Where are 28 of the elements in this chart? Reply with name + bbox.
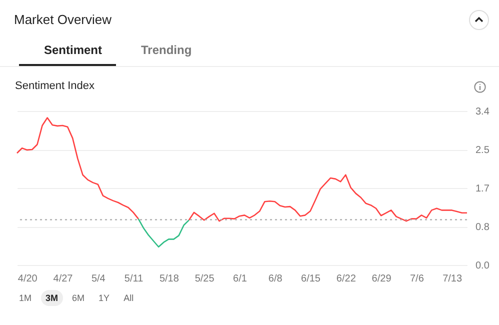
x-tick-label: 6/29: [372, 274, 392, 284]
x-tick-label: 5/4: [91, 274, 106, 284]
y-tick-label: 0.0: [476, 260, 490, 272]
line-series: [138, 218, 190, 248]
text: 1M: [18, 292, 33, 305]
text: Trending: [141, 43, 192, 57]
x-tick-label: 7/13: [442, 274, 462, 284]
x-tick-label: 6/8: [268, 274, 283, 284]
x-tick-label: 4/20: [18, 274, 38, 284]
y-tick-label: 0.8: [476, 222, 490, 233]
x-tick-label: 7/6: [410, 274, 424, 284]
text: Sentiment: [44, 43, 102, 57]
text: 1Y: [98, 292, 111, 305]
text: All: [122, 292, 135, 305]
text: 3M: [40, 290, 64, 306]
text: 6M: [71, 292, 86, 305]
y-tick-label: 2.5: [476, 145, 490, 156]
x-tick-label: 4/27: [53, 274, 74, 284]
text: Market Overview: [14, 12, 112, 27]
x-tick-label: 5/11: [124, 274, 144, 284]
x-tick-label: 5/25: [194, 274, 215, 284]
x-tick-label: 6/1: [233, 274, 248, 284]
x-tick-label: 5/18: [159, 274, 180, 284]
y-tick-label: 1.7: [476, 184, 490, 194]
chart-title: Sentiment Index: [15, 80, 94, 92]
x-tick-label: 6/15: [301, 274, 321, 284]
x-tick-label: 6/22: [336, 274, 356, 284]
y-tick-label: 3.4: [476, 106, 490, 118]
